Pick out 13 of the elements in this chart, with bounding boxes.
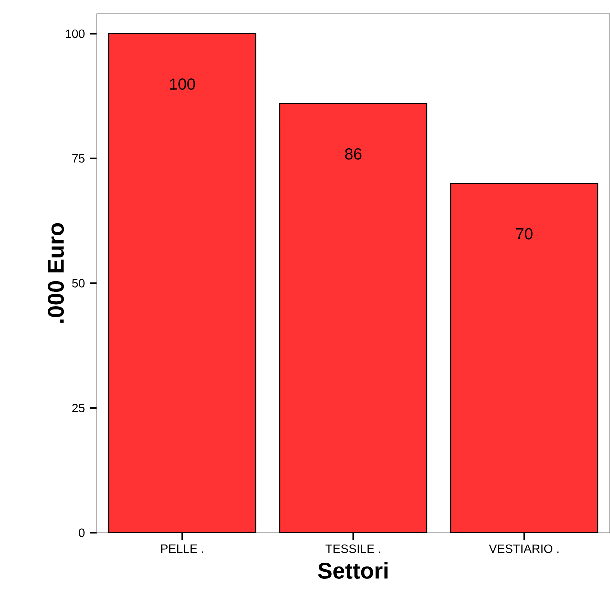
x-tick-label: PELLE . (161, 544, 204, 553)
y-tick-label: 75 (72, 154, 85, 163)
y-tick-label: 25 (72, 404, 85, 412)
y-axis-title: .000 Euro (48, 223, 64, 323)
y-tick-label: 100 (66, 30, 85, 38)
data-label: 86 (345, 148, 362, 160)
data-label: 100 (170, 78, 196, 90)
y-tick-label: 0 (79, 528, 85, 538)
x-tick-label: VESTIARIO . (489, 544, 559, 554)
y-tick-label: 50 (72, 279, 85, 288)
x-tick-label: TESSILE . (326, 544, 380, 554)
x-axis-title: Settori (318, 562, 388, 580)
data-label: 70 (516, 228, 533, 240)
